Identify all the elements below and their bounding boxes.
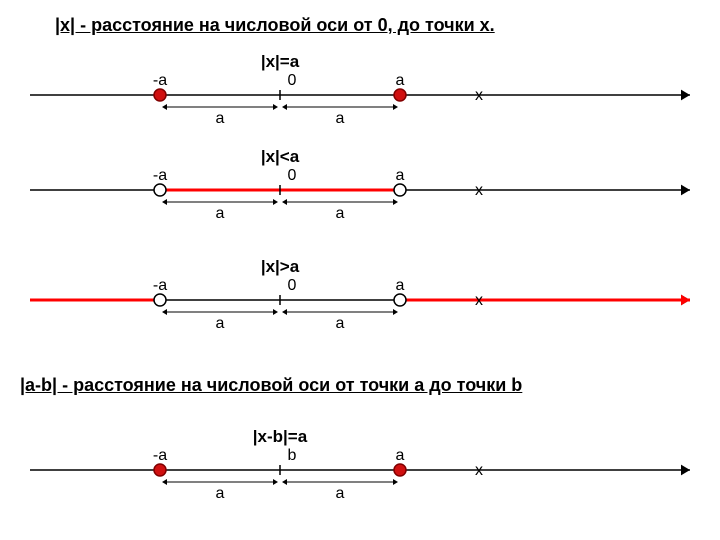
diagram-svg: |x|=a -a 0 a x a a |x|<a -a 0 a x a a |x|>a -a 0 a x a a |x-b… xyxy=(0,0,720,540)
svg-text:x: x xyxy=(475,87,483,104)
svg-text:a: a xyxy=(216,205,225,222)
svg-text:x: x xyxy=(475,182,483,199)
svg-text:|x-b|=a: |x-b|=a xyxy=(253,427,308,446)
svg-text:|x|=a: |x|=a xyxy=(261,52,300,71)
svg-text:a: a xyxy=(336,485,345,502)
svg-text:-a: -a xyxy=(153,167,167,184)
svg-text:-a: -a xyxy=(153,447,167,464)
svg-text:-a: -a xyxy=(153,277,167,294)
svg-text:a: a xyxy=(336,110,345,127)
svg-text:a: a xyxy=(216,110,225,127)
svg-text:0: 0 xyxy=(288,277,297,294)
svg-text:a: a xyxy=(216,315,225,332)
svg-text:x: x xyxy=(475,292,483,309)
svg-text:a: a xyxy=(396,72,405,89)
svg-text:a: a xyxy=(336,205,345,222)
svg-text:a: a xyxy=(396,167,405,184)
svg-text:a: a xyxy=(336,315,345,332)
svg-text:|x|<a: |x|<a xyxy=(261,147,300,166)
svg-text:|x|>a: |x|>a xyxy=(261,257,300,276)
svg-text:0: 0 xyxy=(288,167,297,184)
svg-text:a: a xyxy=(216,485,225,502)
svg-text:0: 0 xyxy=(288,72,297,89)
svg-text:a: a xyxy=(396,277,405,294)
svg-text:a: a xyxy=(396,447,405,464)
svg-text:b: b xyxy=(288,447,297,464)
svg-text:-a: -a xyxy=(153,72,167,89)
svg-text:x: x xyxy=(475,462,483,479)
